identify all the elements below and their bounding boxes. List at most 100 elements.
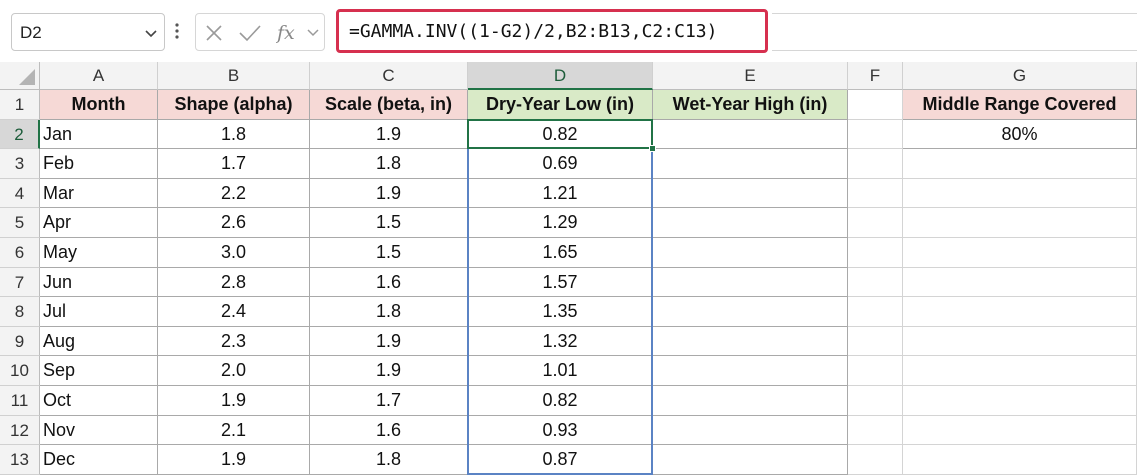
cell-d10[interactable]: 1.01 [468, 356, 653, 386]
fill-handle[interactable] [649, 145, 656, 153]
column-header-c[interactable]: C [310, 62, 468, 90]
cell-e11[interactable] [653, 386, 848, 416]
cell-b11[interactable]: 1.9 [158, 386, 310, 416]
cell-b2[interactable]: 1.8 [158, 119, 310, 150]
cell[interactable] [848, 445, 903, 475]
cell-c5[interactable]: 1.5 [310, 208, 468, 238]
cell-c2[interactable]: 1.9 [310, 119, 468, 150]
cell-e3[interactable] [653, 149, 848, 179]
row-header-7[interactable]: 7 [0, 267, 40, 298]
cell-c13[interactable]: 1.8 [310, 445, 468, 475]
cell-e6[interactable] [653, 238, 848, 268]
cell-c8[interactable]: 1.8 [310, 297, 468, 327]
cell-e13[interactable] [653, 445, 848, 475]
cell-a2[interactable]: Jan [40, 119, 158, 150]
cell-a3[interactable]: Feb [40, 149, 158, 179]
cell-c6[interactable]: 1.5 [310, 238, 468, 268]
cell-d6[interactable]: 1.65 [468, 238, 653, 268]
cell-b8[interactable]: 2.4 [158, 297, 310, 327]
cell[interactable] [848, 356, 903, 386]
row-header-11[interactable]: 11 [0, 386, 40, 416]
cell-a5[interactable]: Apr [40, 208, 158, 238]
cell-a12[interactable]: Nov [40, 415, 158, 446]
cell-b9[interactable]: 2.3 [158, 326, 310, 357]
cell-d4[interactable]: 1.21 [468, 178, 653, 209]
column-header-g[interactable]: G [903, 62, 1137, 90]
cell[interactable] [903, 149, 1137, 179]
cell-c3[interactable]: 1.8 [310, 149, 468, 179]
column-header-f[interactable]: F [848, 62, 903, 90]
cell-d13[interactable]: 0.87 [468, 445, 653, 475]
cell-e12[interactable] [653, 415, 848, 446]
cell-a10[interactable]: Sep [40, 356, 158, 386]
cell-a6[interactable]: May [40, 238, 158, 268]
cell-a4[interactable]: Mar [40, 178, 158, 209]
cell-g2[interactable]: 80% [903, 119, 1137, 150]
cell-c7[interactable]: 1.6 [310, 267, 468, 298]
cell-d12[interactable]: 0.93 [468, 415, 653, 446]
cell-d7[interactable]: 1.57 [468, 267, 653, 298]
check-icon[interactable] [238, 23, 262, 43]
name-box[interactable]: D2 [11, 13, 165, 51]
cell[interactable] [903, 326, 1137, 357]
cell[interactable] [848, 386, 903, 416]
row-header-3[interactable]: 3 [0, 149, 40, 179]
cell-d3[interactable]: 0.69 [468, 149, 653, 179]
header-month[interactable]: Month [40, 90, 158, 120]
cell-d8[interactable]: 1.35 [468, 297, 653, 327]
cell[interactable] [903, 386, 1137, 416]
select-all-button[interactable] [0, 62, 40, 90]
cell[interactable] [903, 356, 1137, 386]
cell[interactable] [848, 149, 903, 179]
cell-a11[interactable]: Oct [40, 386, 158, 416]
cell[interactable] [848, 90, 903, 120]
cell-a13[interactable]: Dec [40, 445, 158, 475]
row-header-12[interactable]: 12 [0, 415, 40, 446]
row-header-8[interactable]: 8 [0, 297, 40, 327]
column-header-e[interactable]: E [653, 62, 848, 90]
row-header-1[interactable]: 1 [0, 90, 40, 120]
cell-d11[interactable]: 0.82 [468, 386, 653, 416]
header-dry-year-low[interactable]: Dry-Year Low (in) [468, 90, 653, 120]
cell[interactable] [848, 119, 903, 150]
cell[interactable] [848, 267, 903, 298]
row-header-4[interactable]: 4 [0, 178, 40, 209]
header-scale[interactable]: Scale (beta, in) [310, 90, 468, 120]
column-header-d[interactable]: D [468, 62, 653, 90]
row-header-9[interactable]: 9 [0, 326, 40, 357]
cell[interactable] [903, 415, 1137, 446]
cell[interactable] [903, 178, 1137, 209]
cell[interactable] [903, 208, 1137, 238]
cell-b6[interactable]: 3.0 [158, 238, 310, 268]
more-options-icon[interactable] [174, 22, 180, 40]
cell-e2[interactable] [653, 119, 848, 150]
cell-e9[interactable] [653, 326, 848, 357]
cell-b3[interactable]: 1.7 [158, 149, 310, 179]
header-middle-range-covered[interactable]: Middle Range Covered [903, 90, 1137, 120]
header-shape[interactable]: Shape (alpha) [158, 90, 310, 120]
fx-icon[interactable]: fx [276, 21, 302, 45]
cell[interactable] [903, 445, 1137, 475]
cell-c9[interactable]: 1.9 [310, 326, 468, 357]
cell-b5[interactable]: 2.6 [158, 208, 310, 238]
cell-b12[interactable]: 2.1 [158, 415, 310, 446]
cell-e4[interactable] [653, 178, 848, 209]
cell-a8[interactable]: Jul [40, 297, 158, 327]
cell-d2[interactable]: 0.82 [468, 119, 653, 150]
chevron-down-icon[interactable] [144, 26, 158, 40]
row-header-10[interactable]: 10 [0, 356, 40, 386]
cell-d9[interactable]: 1.32 [468, 326, 653, 357]
cell[interactable] [903, 297, 1137, 327]
cell-e5[interactable] [653, 208, 848, 238]
cell[interactable] [848, 415, 903, 446]
cell-b13[interactable]: 1.9 [158, 445, 310, 475]
cell[interactable] [848, 297, 903, 327]
expand-chevron-icon[interactable] [306, 27, 320, 39]
header-wet-year-high[interactable]: Wet-Year High (in) [653, 90, 848, 120]
row-header-6[interactable]: 6 [0, 238, 40, 268]
cell[interactable] [903, 238, 1137, 268]
cell-b7[interactable]: 2.8 [158, 267, 310, 298]
cell-d5[interactable]: 1.29 [468, 208, 653, 238]
row-header-13[interactable]: 13 [0, 445, 40, 475]
formula-input-extension[interactable] [772, 13, 1137, 51]
